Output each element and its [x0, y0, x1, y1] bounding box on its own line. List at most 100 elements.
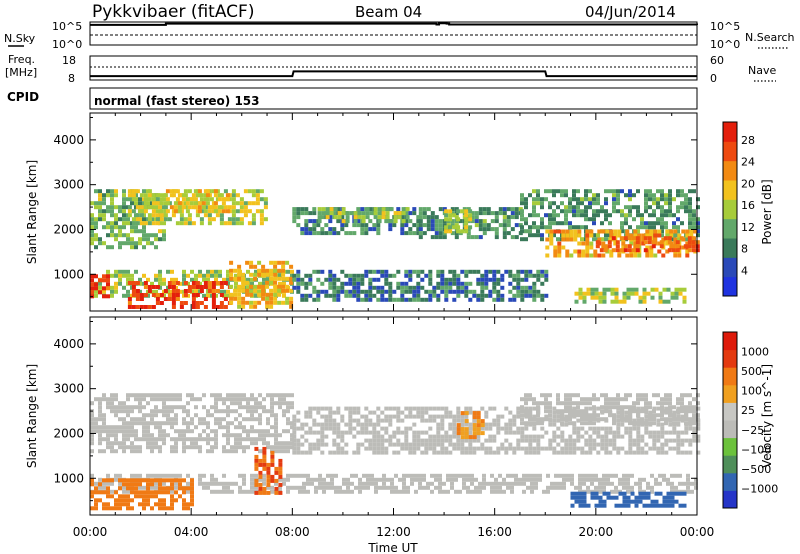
x-tick-label: 00:00: [73, 525, 108, 539]
colorbar-tick-label: 25: [741, 404, 755, 417]
velocity-panel: 1000 2000 3000 4000 Slant Range [km] 1000 50…: [25, 316, 778, 516]
y-tick-label: 3000: [53, 178, 84, 192]
data-region: [444, 209, 473, 234]
colorbar-segment: [723, 276, 737, 297]
freq-label: Freq.: [8, 53, 35, 66]
colorbar-segment: [723, 490, 737, 509]
colorbar-tick-label: −1000: [741, 482, 778, 495]
freq-tick-low: 8: [68, 72, 75, 85]
velocity-colorbar-label: Velocity [m s^-1]: [760, 364, 774, 468]
nsky-series: [90, 22, 698, 26]
colorbar-tick-label: 8: [741, 243, 748, 256]
power-y-axis-label: Slant Range [km]: [25, 160, 39, 264]
colorbar-frame: [722, 331, 738, 509]
y-tick-label: 1000: [53, 267, 84, 281]
power-data-regions: [90, 189, 700, 309]
nave-label: Nave: [748, 64, 776, 77]
data-region: [165, 189, 230, 214]
freq-panel: Freq. [MHz] 18 8 60 0 Nave: [5, 53, 776, 85]
nsearch-tick-high: 10^5: [710, 20, 740, 33]
data-region: [520, 393, 700, 426]
freq-frame: [89, 55, 698, 81]
nsky-tick-high: 10^5: [52, 20, 82, 33]
colorbar-segment: [723, 199, 737, 220]
colorbar-segment: [723, 402, 737, 421]
x-axis-label: Time UT: [367, 541, 418, 554]
colorbar-tick-label: 100: [741, 385, 762, 398]
colorbar-segment: [723, 420, 737, 439]
data-region: [317, 207, 410, 224]
colorbar-tick-label: 28: [741, 134, 755, 147]
y-tick-label: 2000: [53, 222, 84, 236]
colorbar-segment: [723, 384, 737, 403]
colorbar-segment: [723, 472, 737, 491]
data-region: [127, 281, 232, 309]
colorbar-segment: [723, 367, 737, 386]
colorbar-tick-label: 16: [741, 199, 755, 212]
colorbar-tick-label: 500: [741, 365, 762, 378]
colorbar-tick-label: 20: [741, 177, 755, 190]
data-region: [229, 260, 294, 309]
nave-tick-high: 60: [710, 54, 724, 67]
colorbar-tick-label: 24: [741, 156, 755, 169]
nsky-panel: N.Sky 10^5 10^0 10^5 10^0 N.Search: [4, 20, 795, 51]
y-tick-label: 4000: [53, 133, 84, 147]
freq-series: [90, 70, 697, 78]
nsearch-label: N.Search: [745, 31, 795, 44]
cpid-value: normal (fast stereo) 153: [94, 94, 260, 108]
cpid-label: CPID: [7, 90, 39, 104]
velocity-y-axis-label: Slant Range [km]: [25, 364, 39, 468]
colorbar-segment: [723, 180, 737, 200]
colorbar-segment: [723, 455, 737, 474]
station-title: Pykkvibaer (fitACF): [92, 2, 254, 22]
data-region: [90, 393, 294, 454]
cpid-frame: [89, 87, 698, 110]
colorbar-tick-label: 1000: [741, 346, 769, 359]
nave-tick-low: 0: [710, 72, 717, 85]
y-tick-label: 1000: [53, 471, 84, 485]
freq-tick-high: 18: [62, 54, 76, 67]
colorbar-segment: [723, 160, 737, 181]
data-region: [254, 446, 283, 495]
data-region: [292, 269, 549, 302]
y-tick-label: 4000: [53, 337, 84, 351]
colorbar-segment: [723, 141, 737, 162]
y-tick-label: 3000: [53, 382, 84, 396]
colorbar-tick-label: 4: [741, 264, 748, 277]
colorbar-frame: [722, 121, 738, 297]
colorbar-segment: [723, 122, 737, 142]
colorbar-tick-label: 12: [741, 221, 755, 234]
colorbar-segment: [723, 437, 737, 456]
time-axis: 00:00 04:00 08:00 12:00 16:00 20:00 00:00: [73, 525, 715, 539]
nsky-tick-low: 10^0: [52, 38, 82, 51]
data-region: [90, 473, 698, 494]
x-tick-label: 08:00: [275, 525, 310, 539]
nsky-frame: [89, 21, 698, 46]
data-region: [90, 478, 194, 511]
colorbar-segment: [723, 257, 737, 278]
colorbar-tick-label: −500: [741, 463, 771, 476]
nsky-label: N.Sky: [4, 32, 36, 45]
x-tick-label: 00:00: [680, 525, 715, 539]
colorbar-tick-label: −25: [741, 424, 764, 437]
data-region: [570, 491, 687, 508]
data-region: [595, 236, 700, 253]
data-region: [456, 411, 485, 440]
colorbar-tick-label: −100: [741, 443, 771, 456]
date-label: 04/Jun/2014: [585, 3, 676, 21]
beam-label: Beam 04: [355, 3, 422, 21]
x-tick-label: 12:00: [376, 525, 411, 539]
colorbar-segment: [723, 238, 737, 258]
x-tick-label: 04:00: [174, 525, 209, 539]
x-tick-label: 20:00: [579, 525, 614, 539]
x-tick-label: 16:00: [477, 525, 512, 539]
cpid-panel: CPID normal (fast stereo) 153: [7, 87, 698, 110]
freq-unit-label: [MHz]: [5, 66, 37, 79]
y-tick-label: 2000: [53, 426, 84, 440]
colorbar-segment: [723, 218, 737, 239]
nsearch-tick-low: 10^0: [710, 38, 740, 51]
power-panel: 1000 2000 3000 4000 Slant Range [km] 4 8 12 16…: [25, 112, 774, 312]
data-region: [574, 287, 687, 304]
colorbar-segment: [723, 332, 737, 351]
